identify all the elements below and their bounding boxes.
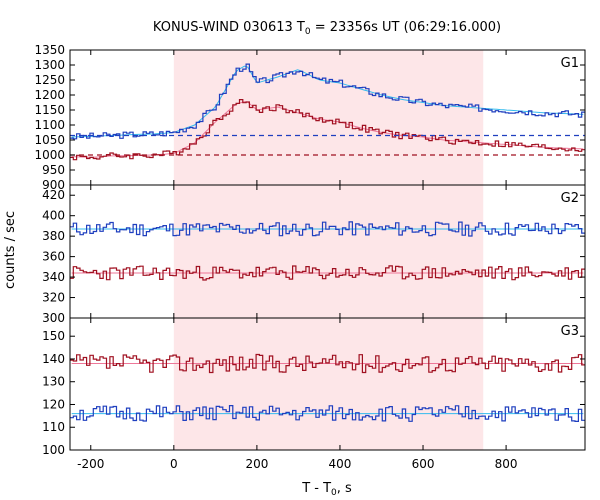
chart-title-rest: = 23356s UT (06:29:16.000) <box>311 20 501 35</box>
x-axis-label-main: T - T <box>301 481 331 496</box>
y-tick-label: 380 <box>42 229 65 243</box>
y-tick-label: 320 <box>42 291 65 305</box>
chart-title-main: KONUS-WIND 030613 T <box>153 20 305 35</box>
y-tick-label: 1050 <box>34 133 65 147</box>
panel-g3: 100 110 120 130 140 150 G3 <box>42 317 586 457</box>
y-tick-label: 900 <box>42 178 65 192</box>
y-tick-label: 420 <box>42 188 65 202</box>
y-tick-label: 340 <box>42 270 65 284</box>
panel-g2: 300 320 340 360 380 400 420 G2 <box>42 184 586 325</box>
x-tick-label: 0 <box>170 457 178 471</box>
y-tick-label: 400 <box>42 209 65 223</box>
y-tick-label: 1350 <box>34 43 65 57</box>
y-axis-label: counts / sec <box>3 211 18 289</box>
x-tick-label: -200 <box>77 457 104 471</box>
series-line-g1-blue <box>70 63 585 140</box>
y-tick-label: 300 <box>42 311 65 325</box>
y-tick-label: 1250 <box>34 73 65 87</box>
x-tick-label: 600 <box>412 457 435 471</box>
y-tick-label: 1200 <box>34 88 65 102</box>
y-tick-label: 110 <box>42 420 65 434</box>
y-tick-label: 950 <box>42 163 65 177</box>
panels-group: 90095010001050110011501200125013001350G1… <box>34 43 586 471</box>
y-tick-label: 1300 <box>34 58 65 72</box>
panel-label: G3 <box>561 324 579 339</box>
y-tick-label: 1100 <box>34 118 65 132</box>
y-tick-label: 1150 <box>34 103 65 117</box>
fit-line-g1-blue <box>71 65 584 138</box>
chart-title: KONUS-WIND 030613 T0 = 23356s UT (06:29:… <box>153 20 501 37</box>
series-line-g3-blue <box>70 405 585 422</box>
y-tick-label: 120 <box>42 397 65 411</box>
x-axis-label-subscript: 0 <box>331 488 337 498</box>
x-tick-label: 400 <box>329 457 352 471</box>
y-tick-label: 140 <box>42 352 65 366</box>
y-tick-label: 130 <box>42 375 65 389</box>
series-line-g2-red <box>70 265 585 281</box>
y-tick-label: 360 <box>42 250 65 264</box>
y-tick-label: 100 <box>42 443 65 457</box>
panel-label: G1 <box>561 56 579 71</box>
series-line-g2-blue <box>70 221 585 237</box>
y-tick-label: 1000 <box>34 148 65 162</box>
x-tick-label: 200 <box>245 457 268 471</box>
x-tick-label: 800 <box>495 457 518 471</box>
y-tick-label: 150 <box>42 329 65 343</box>
series-line-g1-red <box>70 99 585 161</box>
x-axis-label-rest: , s <box>337 481 352 496</box>
panel-label: G2 <box>561 191 579 206</box>
x-axis-label: T - T0, s <box>301 481 352 498</box>
shaded-interval <box>173 50 484 450</box>
series-line-g3-red <box>70 353 585 374</box>
chart-title-subscript: 0 <box>305 27 311 37</box>
panel-frame-g3 <box>69 317 586 451</box>
